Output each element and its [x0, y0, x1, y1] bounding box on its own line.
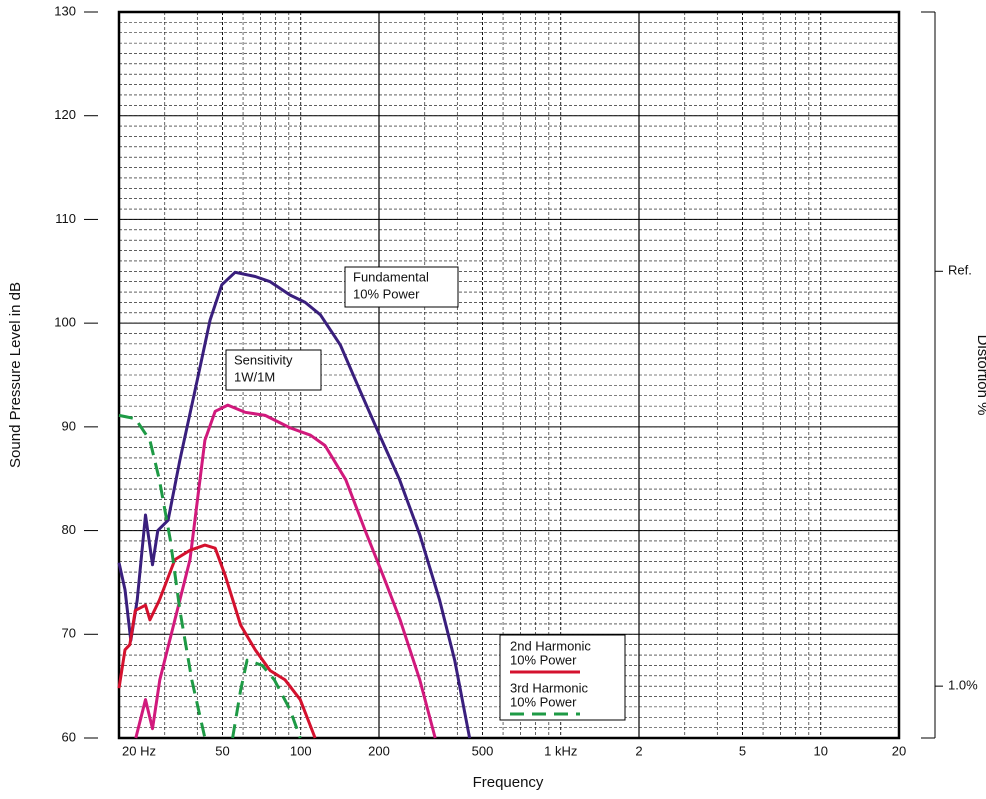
series-line [117, 270, 472, 739]
annotation-text: Sensitivity [234, 352, 293, 367]
x-tick-label: 20 Hz [122, 743, 156, 758]
legend-label: 3rd Harmonic [510, 680, 589, 695]
y2-tick-label: Ref. [948, 263, 972, 278]
y-tick-label: 130 [54, 3, 76, 18]
series-line [117, 543, 317, 739]
y2-tick-label: 1.0% [948, 678, 978, 693]
plot-frame [117, 10, 901, 740]
y-tick-label: 100 [54, 315, 76, 330]
y-tick-label: 70 [62, 626, 76, 641]
y-tick-label: 60 [62, 729, 76, 744]
y2-axis-label: Distortion % [974, 335, 986, 416]
x-tick-label: 50 [215, 743, 229, 758]
x-tick-label: 100 [290, 743, 312, 758]
x-tick-label: 20 [892, 743, 906, 758]
annotation-text: 10% Power [353, 286, 420, 301]
annotation-box [225, 349, 322, 391]
legend-box [499, 634, 626, 721]
annotation-text: 1W/1M [234, 369, 275, 384]
annotation-box [344, 266, 459, 308]
x-axis-label: Frequency [473, 774, 544, 791]
x-tick-label: 200 [368, 743, 390, 758]
y-tick-label: 90 [62, 418, 76, 433]
legend-label: 10% Power [510, 652, 577, 667]
legend-label: 2nd Harmonic [510, 638, 591, 653]
x-tick-label: 5 [739, 743, 746, 758]
x-tick-label: 10 [813, 743, 827, 758]
y-tick-label: 110 [55, 211, 76, 226]
x-tick-label: 500 [472, 743, 494, 758]
legend-label: 10% Power [510, 694, 577, 709]
series-line [134, 403, 437, 739]
x-tick-label: 2 [635, 743, 642, 758]
y-tick-label: 80 [62, 522, 76, 537]
x-tick-label: 1 kHz [544, 743, 577, 758]
annotation-text: Fundamental [353, 269, 429, 284]
series-line [118, 413, 302, 739]
y-tick-label: 120 [54, 107, 76, 122]
y-axis-label: Sound Pressure Level in dB [7, 282, 24, 468]
